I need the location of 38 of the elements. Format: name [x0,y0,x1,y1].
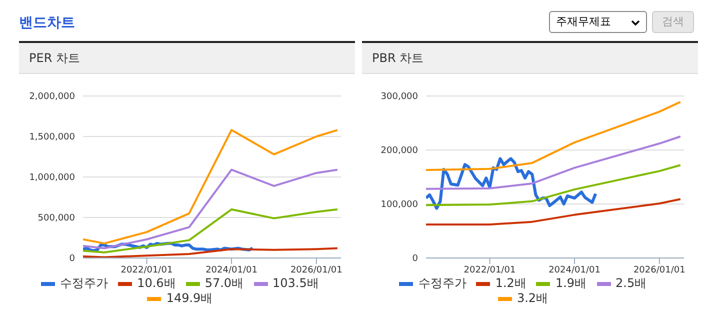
y-tick-label: 0 [69,254,76,264]
x-tick-label: 2022/01/01 [120,265,173,276]
line-series [426,164,682,206]
y-tick-label: 500,000 [38,214,76,224]
line-series [426,100,682,171]
legend-label: 3.2배 [516,291,548,306]
y-tick-label: 0 [412,254,418,264]
line-series [426,136,682,190]
x-tick-label: 2022/01/01 [464,265,516,276]
legend-label: 수정주가 [59,276,108,291]
line-series [83,129,338,244]
legend-label: 10.6배 [136,276,176,291]
dropdown-field: 주재무제표 [549,11,647,33]
chart-title: PER 차트 [19,41,355,74]
x-tick-label: 2024/01/01 [548,265,600,276]
line-series [426,198,682,226]
legend-label: 57.0배 [204,276,244,291]
legend-label: 149.9배 [165,291,213,306]
y-tick-label: 100,000 [380,200,418,210]
chart-title: PBR 차트 [362,41,698,74]
legend-label: 1.9배 [554,276,587,291]
y-tick-label: 200,000 [380,146,418,156]
line-series [83,208,338,254]
legend-label: 수정주가 [417,276,466,291]
x-tick-label: 2024/01/01 [206,265,258,276]
y-tick-label: 1,500,000 [29,132,76,143]
legend-label: 2.5배 [614,276,647,291]
x-tick-label: 2026/01/01 [633,265,686,276]
x-tick-label: 2026/01/01 [290,265,342,276]
legend-label: 103.5배 [272,276,319,291]
text: 밴드차트 [19,14,75,32]
legend-label: 1.2배 [494,276,526,291]
search-button: 검색 [652,11,694,33]
line-series [83,247,338,258]
y-tick-label: 2,000,000 [29,92,76,102]
y-tick-label: 1,000,000 [29,173,76,184]
y-tick-label: 300,000 [380,92,418,102]
line-series [83,168,338,250]
